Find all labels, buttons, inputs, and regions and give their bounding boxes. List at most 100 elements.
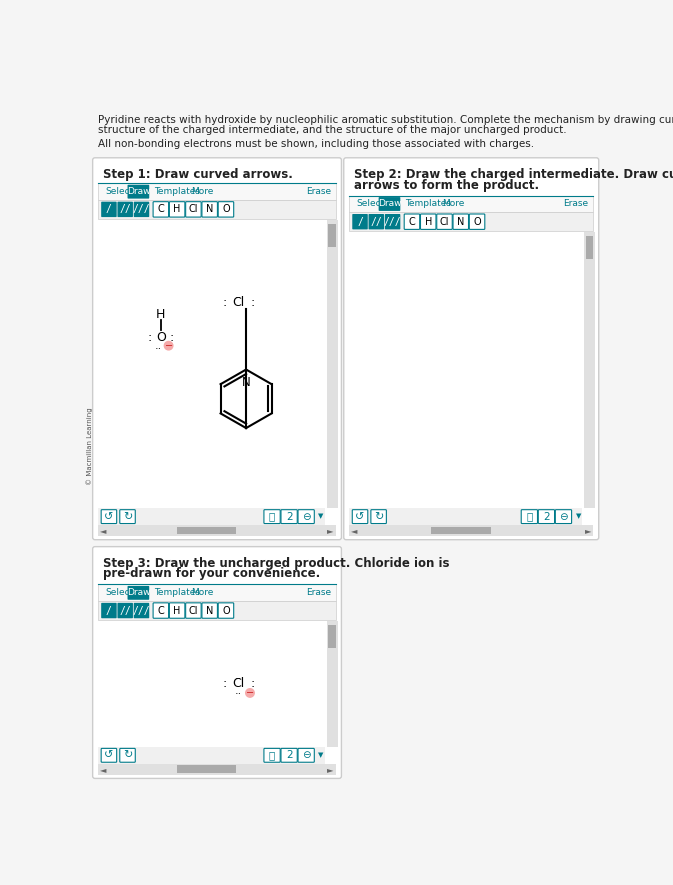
FancyBboxPatch shape [153,603,169,619]
Text: ..: .. [235,687,242,696]
Text: :: : [222,296,227,309]
Bar [349,508,582,525]
Bar [326,220,338,508]
FancyBboxPatch shape [218,603,234,619]
Text: Pyridine reacts with hydroxide by nucleophilic aromatic substitution. Complete t: Pyridine reacts with hydroxide by nucleo… [98,115,673,126]
Text: ◄: ◄ [100,526,107,535]
Text: ◄: ◄ [100,765,107,773]
FancyBboxPatch shape [118,202,133,217]
FancyBboxPatch shape [281,749,297,762]
Bar [328,224,336,247]
Text: 2: 2 [286,750,293,760]
Text: H: H [174,204,181,214]
Text: ◄: ◄ [351,526,358,535]
Bar [98,200,336,219]
Text: 2: 2 [286,512,293,521]
Text: :: : [148,331,152,343]
Text: ..: .. [155,342,162,351]
Bar [98,747,325,764]
FancyBboxPatch shape [186,202,201,217]
FancyBboxPatch shape [202,603,217,619]
Text: ///: /// [384,217,401,227]
Text: ▼: ▼ [318,752,324,758]
Bar [586,236,594,259]
Text: Select: Select [356,199,384,209]
FancyBboxPatch shape [101,749,116,762]
Text: ↺: ↺ [104,512,114,521]
Text: //: // [119,204,131,214]
FancyBboxPatch shape [101,202,116,217]
Bar [98,525,336,535]
Text: ►: ► [327,765,334,773]
FancyBboxPatch shape [93,158,341,540]
FancyBboxPatch shape [538,510,555,524]
FancyBboxPatch shape [101,510,116,524]
FancyBboxPatch shape [281,510,297,524]
FancyBboxPatch shape [120,510,135,524]
Text: H: H [174,605,181,616]
Text: Step 3: Draw the uncharged product. Chloride ion is: Step 3: Draw the uncharged product. Chlo… [103,557,449,570]
Text: :: : [170,331,174,343]
Bar [326,621,338,747]
Bar [584,233,595,508]
Text: O: O [473,217,481,227]
Text: ..: .. [235,290,242,300]
Text: Cl: Cl [232,296,244,309]
FancyBboxPatch shape [218,202,234,217]
FancyBboxPatch shape [118,603,133,619]
Text: H: H [425,217,432,227]
Bar [431,527,491,535]
Text: More: More [191,187,213,196]
FancyBboxPatch shape [298,749,314,762]
Bar [177,766,236,773]
Text: ↻: ↻ [123,512,132,521]
Text: More: More [191,589,213,597]
Bar [349,196,594,212]
Text: Cl: Cl [188,605,198,616]
FancyBboxPatch shape [264,510,280,524]
Text: structure of the charged intermediate, and the structure of the major uncharged : structure of the charged intermediate, a… [98,125,567,135]
Text: Cl: Cl [439,217,450,227]
Text: :: : [250,296,254,309]
Text: ..: .. [235,671,242,681]
Text: ↺: ↺ [104,750,114,760]
Text: C: C [409,217,415,227]
FancyBboxPatch shape [521,510,538,524]
Text: ↻: ↻ [374,512,384,521]
Text: Erase: Erase [563,199,589,209]
FancyBboxPatch shape [127,586,149,600]
Text: N: N [242,376,250,389]
Text: Templates: Templates [405,199,451,209]
Text: ⌕: ⌕ [269,512,275,521]
Text: ⌕: ⌕ [269,750,275,760]
FancyBboxPatch shape [453,214,468,229]
Circle shape [164,342,173,350]
Text: /: / [357,217,363,227]
Text: ↻: ↻ [123,750,132,760]
FancyBboxPatch shape [134,202,149,217]
FancyBboxPatch shape [127,185,149,198]
Text: O: O [156,331,166,343]
FancyBboxPatch shape [134,603,149,619]
Text: ⌕: ⌕ [526,512,532,521]
Text: Select: Select [105,589,133,597]
Bar [98,508,325,525]
Text: :: : [250,677,254,690]
Text: O: O [222,605,229,616]
Text: Step 1: Draw curved arrows.: Step 1: Draw curved arrows. [103,168,293,181]
Text: −: − [164,341,173,350]
FancyBboxPatch shape [369,214,384,229]
Text: N: N [457,217,464,227]
Text: /: / [106,605,112,616]
FancyBboxPatch shape [421,214,436,229]
Text: Templates: Templates [154,589,200,597]
FancyBboxPatch shape [379,197,400,211]
FancyBboxPatch shape [264,749,280,762]
FancyBboxPatch shape [437,214,452,229]
Text: 2: 2 [543,512,550,521]
Text: More: More [442,199,464,209]
FancyBboxPatch shape [385,214,400,229]
FancyBboxPatch shape [101,603,116,619]
Text: ▼: ▼ [318,513,324,519]
FancyBboxPatch shape [202,202,217,217]
